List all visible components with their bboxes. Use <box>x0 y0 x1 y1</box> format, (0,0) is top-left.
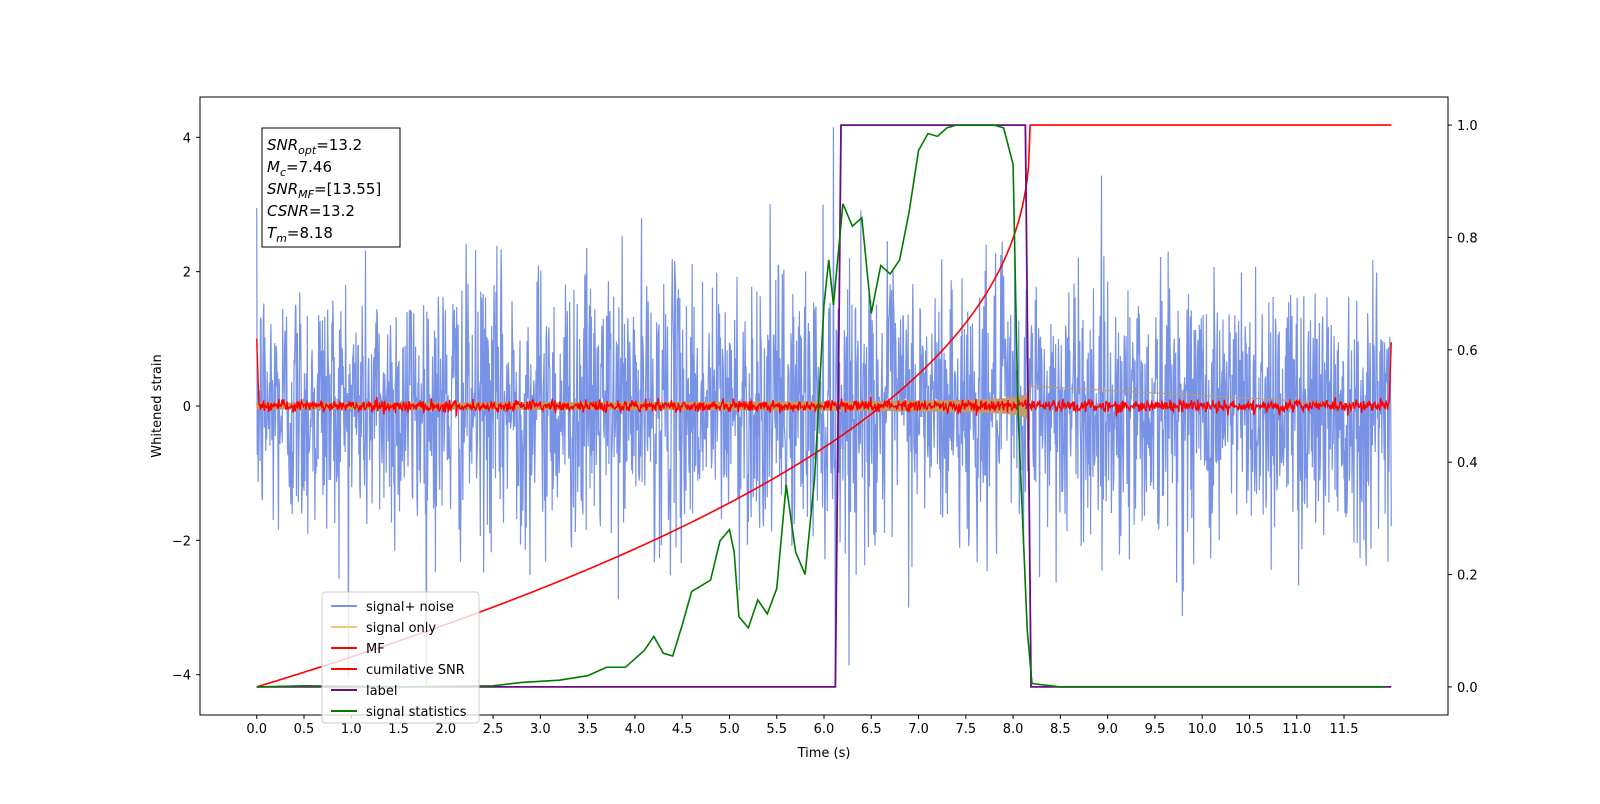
legend-label: signal only <box>366 621 436 636</box>
x-tick-label: 9.0 <box>1097 722 1118 737</box>
y2-tick-label: 0.6 <box>1457 344 1478 359</box>
stats-line: SNRMF=[13.55] <box>267 180 381 201</box>
x-axis-label: Time (s) <box>797 746 851 761</box>
x-tick-label: 1.0 <box>341 722 362 737</box>
series-mf-line <box>256 338 1392 418</box>
x-tick-label: 6.0 <box>814 722 835 737</box>
x-tick-label: 4.0 <box>625 722 646 737</box>
x-tick-label: 7.5 <box>955 722 976 737</box>
x-tick-label: 5.0 <box>719 722 740 737</box>
x-tick-label: 1.5 <box>388 722 409 737</box>
x-tick-label: 6.5 <box>861 722 882 737</box>
x-tick-label: 11.0 <box>1282 722 1311 737</box>
y2-tick-label: 1.0 <box>1457 119 1478 134</box>
y2-tick-label: 0.8 <box>1457 231 1478 246</box>
x-tick-label: 0.0 <box>246 722 267 737</box>
x-tick-label: 2.0 <box>435 722 456 737</box>
y-axis-left: −4 −2 0 2 4 <box>172 131 200 684</box>
stats-box: SNRopt=13.2Mc=7.46SNRMF=[13.55]CSNR=13.2… <box>261 127 401 248</box>
x-tick-label: 3.5 <box>577 722 598 737</box>
y2-tick-label: 0.4 <box>1457 456 1478 471</box>
stats-line: Mc=7.46 <box>267 158 332 179</box>
x-tick-label: 2.5 <box>483 722 504 737</box>
x-tick-label: 3.0 <box>530 722 551 737</box>
x-tick-label: 10.0 <box>1188 722 1217 737</box>
x-tick-label: 4.5 <box>672 722 693 737</box>
x-tick-label: 10.5 <box>1235 722 1264 737</box>
series-layer <box>256 124 1392 688</box>
x-tick-label: 0.5 <box>294 722 315 737</box>
x-tick-label: 9.5 <box>1145 722 1166 737</box>
series-signal-statistics-line <box>256 124 1386 688</box>
legend: signal+ noise signal only MF cumilative SNR… <box>321 591 480 724</box>
legend-label: cumilative SNR <box>366 663 465 678</box>
legend-label: signal+ noise <box>366 600 454 615</box>
stats-line: SNRopt=13.2 <box>267 136 362 157</box>
x-tick-label: 5.5 <box>766 722 787 737</box>
x-tick-label: 7.0 <box>908 722 929 737</box>
x-tick-label: 11.5 <box>1330 722 1359 737</box>
y-tick-label: 2 <box>183 266 191 281</box>
x-tick-label: 8.0 <box>1003 722 1024 737</box>
stats-line: CSNR=13.2 <box>267 202 355 220</box>
x-tick-label: 8.5 <box>1050 722 1071 737</box>
y-tick-label: 4 <box>183 131 191 146</box>
stats-line: Tm=8.18 <box>267 224 333 245</box>
y-tick-label: −4 <box>172 669 191 684</box>
legend-label: MF <box>366 642 385 657</box>
series-signal-noise-line <box>256 127 1392 688</box>
x-axis: 0.0 0.5 1.0 1.5 2.0 2.5 3.0 3.5 4.0 4.5 5.0 5.5 6.0 6… <box>246 715 1358 737</box>
y-axis-label: Whitened strain <box>150 354 165 457</box>
y-axis-right: 0.0 0.2 0.4 0.6 0.8 1.0 <box>1448 119 1478 696</box>
y2-tick-label: 0.0 <box>1457 681 1478 696</box>
y2-tick-label: 0.2 <box>1457 569 1478 584</box>
y-tick-label: 0 <box>183 400 191 415</box>
legend-frame <box>321 591 480 724</box>
y-tick-label: −2 <box>172 534 191 549</box>
legend-label: label <box>366 684 397 699</box>
legend-label: signal statistics <box>366 705 467 720</box>
stats-box-frame <box>261 127 401 248</box>
